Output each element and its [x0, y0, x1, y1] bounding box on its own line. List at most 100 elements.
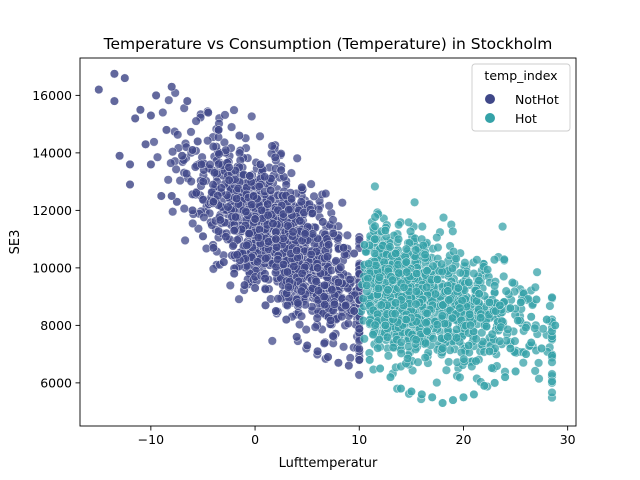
data-point-nothot: [326, 315, 336, 325]
data-point-nothot: [349, 306, 359, 316]
data-point-nothot: [214, 149, 224, 159]
data-point-hot: [391, 248, 401, 259]
data-point-nothot: [328, 228, 338, 238]
plot-frame: [79, 57, 577, 427]
data-point-hot: [511, 366, 521, 376]
data-point-nothot: [322, 252, 332, 262]
data-point-nothot: [187, 145, 198, 155]
data-point-nothot: [109, 96, 119, 106]
data-point-nothot: [297, 268, 307, 278]
data-point-nothot: [331, 256, 341, 266]
data-point-hot: [513, 316, 523, 326]
data-point-hot: [396, 348, 406, 358]
data-point-nothot: [339, 342, 349, 352]
data-point-nothot: [229, 225, 239, 236]
x-tick-label: 20: [456, 432, 472, 447]
data-point-hot: [394, 220, 404, 230]
data-point-nothot: [146, 110, 156, 121]
data-point-nothot: [168, 147, 178, 157]
data-point-hot: [444, 357, 454, 367]
data-point-hot: [484, 346, 495, 356]
data-point-hot: [487, 329, 497, 339]
data-point-nothot: [198, 177, 208, 187]
data-point-nothot: [135, 105, 145, 115]
data-point-nothot: [252, 257, 262, 267]
data-point-hot: [388, 275, 398, 285]
data-point-nothot: [354, 344, 364, 354]
data-point-hot: [422, 308, 432, 318]
data-point-nothot: [167, 191, 177, 201]
data-point-nothot: [219, 257, 229, 267]
data-point-hot: [455, 303, 465, 313]
data-point-hot: [370, 320, 380, 330]
data-point-hot: [490, 378, 500, 388]
data-point-hot: [484, 297, 495, 307]
data-point-hot: [441, 365, 451, 375]
data-point-nothot: [320, 300, 330, 310]
data-point-hot: [505, 303, 515, 313]
data-point-hot: [380, 225, 390, 236]
data-point-hot: [391, 298, 401, 308]
data-point-nothot: [324, 240, 334, 250]
y-tick-label: 14000: [32, 145, 72, 160]
data-point-nothot: [156, 191, 166, 201]
data-point-nothot: [167, 82, 177, 92]
data-point-nothot: [286, 194, 297, 204]
data-point-nothot: [255, 159, 265, 169]
data-point-nothot: [354, 324, 364, 334]
data-point-hot: [547, 388, 557, 398]
data-point-hot: [365, 355, 375, 365]
data-point-nothot: [173, 130, 183, 140]
data-point-hot: [373, 283, 383, 293]
data-point-nothot: [337, 312, 347, 322]
data-point-nothot: [191, 116, 201, 126]
data-point-hot: [455, 268, 465, 278]
data-point-hot: [418, 240, 428, 250]
data-point-hot: [481, 321, 491, 331]
data-point-hot: [427, 392, 437, 402]
data-point-nothot: [271, 234, 281, 244]
x-tick-label: 10: [351, 432, 367, 447]
data-point-nothot: [240, 280, 250, 290]
data-point-hot: [487, 363, 497, 373]
data-point-hot: [547, 376, 557, 386]
data-point-hot: [437, 267, 447, 277]
data-point-hot: [438, 343, 448, 353]
data-point-hot: [448, 395, 458, 405]
data-point-nothot: [297, 311, 307, 321]
data-point-hot: [437, 311, 447, 321]
data-point-nothot: [320, 280, 330, 290]
data-point-nothot: [327, 285, 337, 295]
data-point-hot: [375, 363, 385, 374]
data-point-hot: [505, 343, 515, 353]
data-point-hot: [459, 354, 469, 364]
data-point-nothot: [333, 277, 343, 287]
data-point-hot: [394, 268, 404, 278]
data-point-hot: [521, 323, 531, 333]
data-point-nothot: [234, 294, 244, 304]
data-point-hot: [460, 258, 470, 268]
data-point-hot: [534, 374, 544, 384]
data-point-hot: [432, 274, 442, 284]
data-point-nothot: [267, 336, 277, 346]
data-point-hot: [498, 222, 508, 232]
data-point-hot: [380, 320, 390, 330]
data-point-hot: [448, 226, 458, 236]
data-point-nothot: [229, 269, 239, 279]
data-point-nothot: [278, 260, 288, 270]
data-point-nothot: [214, 125, 224, 135]
data-point-nothot: [172, 197, 182, 207]
data-point-nothot: [208, 197, 218, 207]
data-point-nothot: [149, 137, 159, 147]
data-point-nothot: [109, 69, 119, 79]
data-point-nothot: [324, 201, 334, 211]
data-point-nothot: [163, 175, 173, 185]
data-point-nothot: [270, 152, 280, 162]
data-point-nothot: [199, 212, 209, 222]
data-point-hot: [465, 309, 475, 319]
data-point-nothot: [125, 159, 135, 169]
data-point-hot: [465, 320, 475, 330]
data-point-hot: [422, 326, 432, 336]
data-point-hot: [530, 366, 540, 376]
data-point-hot: [422, 282, 432, 292]
